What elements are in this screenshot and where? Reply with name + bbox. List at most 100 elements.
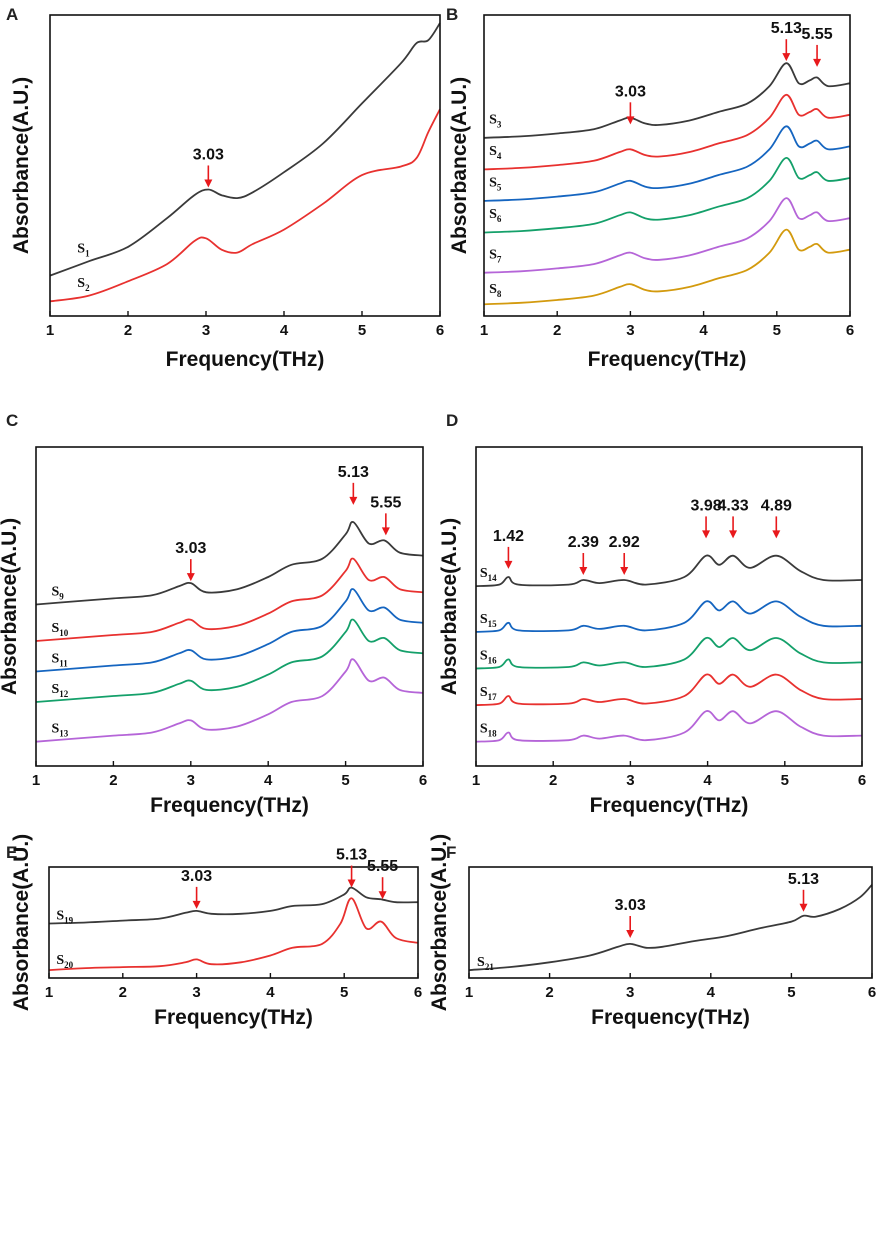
x-tick-label: 3 [202,322,210,339]
peak-label: 5.13 [338,464,369,481]
x-tick-label: 4 [703,772,712,789]
series-label-s2: S2 [77,276,90,293]
panel-letter: C [6,411,18,430]
peak-arrowhead [702,530,711,539]
x-tick-label: 5 [787,984,795,1001]
x-tick-label: 2 [545,984,553,1001]
series-label-s14: S14 [480,566,497,583]
series-line-s9 [35,521,424,606]
x-tick-label: 1 [46,322,54,339]
series-line-s11 [35,588,424,673]
y-axis-title: Absorbance(A.U.) [428,834,451,1011]
series-line-s13 [35,658,424,743]
series-line-s5 [483,125,851,202]
plot-frame [475,446,863,767]
series-label-s16: S16 [480,648,497,665]
peak-label: 2.92 [609,534,640,551]
x-tick-label: 3 [192,984,200,1001]
series-line-s15 [475,600,863,633]
plot-frame [483,14,851,317]
peak-label: 5.55 [367,858,398,875]
series-line-s10 [35,557,424,642]
x-axis-title: Frequency(THz) [150,794,309,817]
x-tick-label: 4 [266,984,275,1001]
x-tick-label: 3 [626,984,634,1001]
series-line-s4 [483,93,851,171]
x-tick-label: 6 [414,984,422,1001]
y-axis-title: Absorbance(A.U.) [438,518,461,695]
peak-arrowhead [772,530,781,539]
y-axis-title: Absorbance(A.U.) [10,834,33,1011]
peak-label: 5.13 [771,20,802,37]
x-tick-label: 1 [32,772,40,789]
panel-letter: B [446,5,458,24]
series-line-s2 [49,108,441,303]
panel-c: C S9 S10 S11 S12 S13 1 2 3 4 5 6 Frequency(THz) Absor… [0,411,427,817]
series-label-s19: S19 [56,909,73,926]
x-tick-label: 2 [124,322,132,339]
peak-label: 3.98 [690,497,721,514]
y-axis-title: Absorbance(A.U.) [10,77,33,254]
panel-d: D S14 S15 S16 S17 S18 1 2 3 4 5 6 Frequency(THz) Abso… [438,411,866,817]
series-label-s7: S7 [489,247,502,264]
x-tick-label: 6 [419,772,427,789]
x-tick-label: 5 [340,984,348,1001]
x-axis-title: Frequency(THz) [591,1006,750,1029]
x-tick-label: 6 [436,322,444,339]
x-tick-label: 2 [553,322,561,339]
x-tick-label: 1 [465,984,473,1001]
series-label-s5: S5 [489,176,502,193]
x-tick-label: 5 [781,772,789,789]
panel-a: A S1 S2 1 2 3 4 5 6 Frequency(THz) Absorbance(A.U.… [6,5,444,371]
x-axis-title: Frequency(THz) [590,794,749,817]
peak-label: 1.42 [493,528,524,545]
x-axis-title: Frequency(THz) [166,348,325,371]
x-tick-label: 2 [119,984,127,1001]
peak-label: 5.13 [788,871,819,888]
panel-letter: A [6,5,18,24]
peak-label: 5.55 [801,26,832,43]
series-label-s3: S3 [489,112,502,129]
series-line-s8 [483,228,851,306]
peak-arrowhead [204,179,213,188]
series-label-s13: S13 [51,722,68,739]
peak-arrowhead [620,567,629,575]
x-tick-label: 4 [707,984,716,1001]
series-line-s19 [48,886,419,925]
peak-label: 3.03 [181,868,212,885]
peak-label: 3.03 [193,146,224,163]
peak-label: 2.39 [568,534,599,551]
series-label-s15: S15 [480,612,497,629]
plot-frame [35,446,424,767]
peak-label: 4.89 [761,497,792,514]
series-label-s1: S1 [77,242,90,259]
peak-arrowhead [799,903,808,912]
peak-label: 3.03 [615,897,646,914]
series-label-s9: S9 [51,584,64,601]
series-line-s3 [483,62,851,139]
plot-frame [49,14,441,317]
x-tick-label: 5 [341,772,349,789]
peak-arrowhead [626,116,635,125]
series-line-s20 [48,897,419,971]
panel-letter: F [446,843,456,862]
peak-arrowhead [626,929,635,938]
x-tick-label: 3 [187,772,195,789]
series-label-s20: S20 [56,953,73,970]
panel-letter: D [446,411,458,430]
series-line-s12 [35,618,424,703]
peak-arrowhead [349,496,358,505]
peak-label: 5.55 [370,494,401,511]
x-tick-label: 5 [358,322,366,339]
series-label-s11: S11 [51,651,68,668]
series-label-s17: S17 [480,685,497,702]
peak-arrowhead [504,560,513,569]
series-line-s16 [475,636,863,670]
peak-arrowhead [378,891,387,900]
peak-arrowhead [813,58,822,67]
y-axis-title: Absorbance(A.U.) [448,77,471,254]
x-tick-label: 4 [699,322,708,339]
peak-arrowhead [347,879,356,888]
